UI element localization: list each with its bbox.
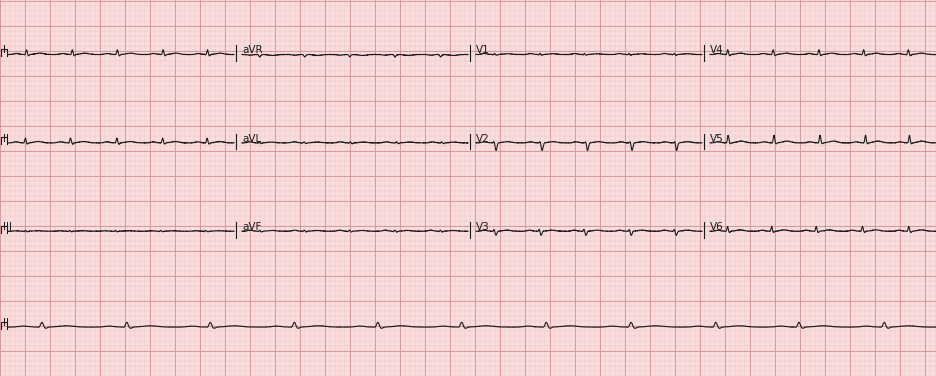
Text: aVF: aVF <box>242 222 261 232</box>
Text: II: II <box>3 318 9 328</box>
Text: III: III <box>3 222 12 232</box>
Text: V5: V5 <box>710 134 724 144</box>
Text: V1: V1 <box>476 45 490 55</box>
Text: V2: V2 <box>476 134 490 144</box>
Text: aVL: aVL <box>242 134 261 144</box>
Text: V4: V4 <box>710 45 724 55</box>
Text: I: I <box>3 45 6 55</box>
Text: II: II <box>3 134 9 144</box>
Text: V6: V6 <box>710 222 724 232</box>
Text: V3: V3 <box>476 222 490 232</box>
Text: aVR: aVR <box>242 45 263 55</box>
